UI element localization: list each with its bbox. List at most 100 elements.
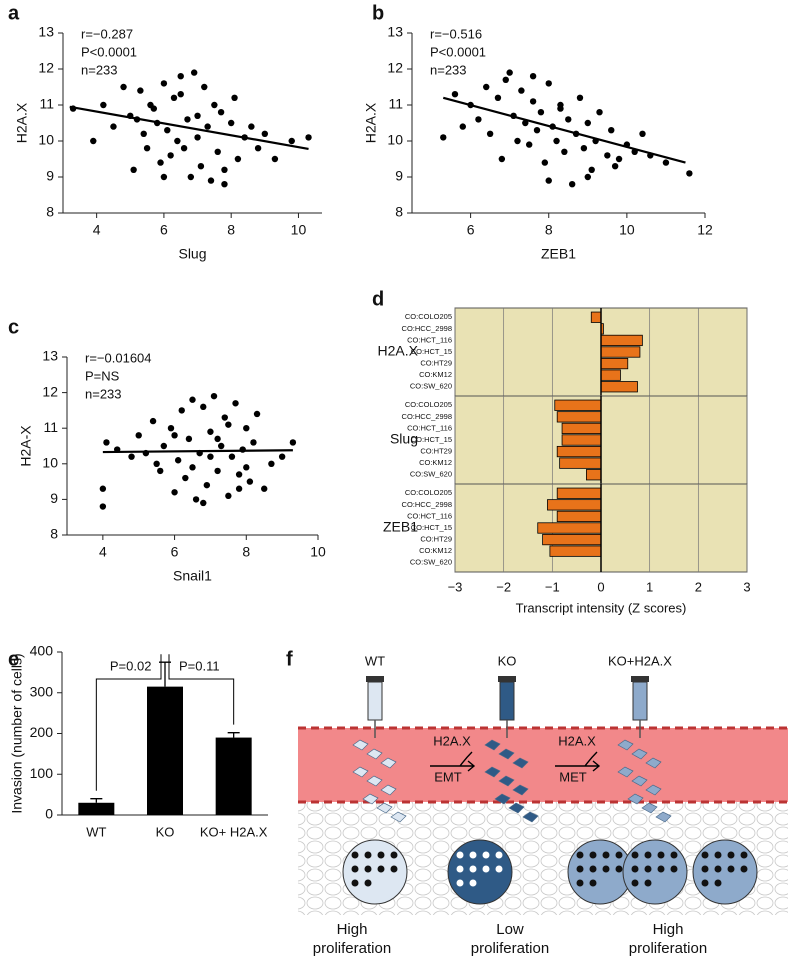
point [194,134,201,141]
point [174,457,182,464]
cell [376,802,393,814]
nucleus [602,851,610,859]
point [261,485,268,492]
nucleus [701,851,709,859]
y-tick-label: 11 [388,96,403,112]
tumor [342,839,408,905]
bar [600,381,638,393]
cell [508,802,525,814]
point [160,173,168,181]
annotation: P=NS [85,368,120,383]
point [135,432,142,439]
x-tick-label: 8 [545,222,553,238]
nucleus [482,865,490,873]
point [545,177,552,184]
point [228,453,236,460]
bar [556,510,602,523]
category-label: CO:COLO205 [405,488,452,497]
cell [366,775,383,787]
point [231,94,238,102]
y-tick-label: 8 [46,204,54,220]
cell [617,766,634,778]
nucleus [631,851,639,859]
nucleus [701,879,709,887]
point [180,145,188,152]
point [185,435,193,443]
x-tick-label: 1 [646,579,653,594]
nucleus [390,865,398,873]
point [177,73,184,80]
point [662,159,670,166]
x-tick-label: 8 [242,544,250,560]
bar [549,545,602,557]
cell [617,739,634,751]
y-tick-label: 12 [387,60,403,76]
point [192,496,200,503]
x-tick-label: 10 [619,222,635,238]
cell [522,811,539,823]
vessel [298,728,788,802]
point [221,414,228,421]
syringe-barrel [499,681,515,721]
y-tick-label: 13 [387,24,403,40]
nucleus [495,851,503,859]
category-label: CO:HT29 [420,447,452,456]
category-label: CO:HCT_116 [407,335,452,344]
point [686,170,693,177]
point [164,127,171,134]
arrow [430,751,476,772]
nucleus [589,879,597,887]
category-label: CO:HCT_15 [411,347,452,356]
point [611,163,619,170]
nucleus [714,879,722,887]
arrow [555,751,601,772]
arrow-label: H2A.X [433,733,471,748]
nucleus [351,879,359,887]
x-tick-label: 10 [310,544,326,560]
nucleus [644,865,652,873]
annotation: r=−0.287 [81,26,133,41]
annotation: r=−0.01604 [85,350,152,365]
nucleus [482,851,490,859]
nucleus [456,879,464,887]
nucleus [631,865,639,873]
point [143,145,151,152]
x-tick-label: 6 [467,222,475,238]
point [190,69,198,76]
category-label: CO:HT29 [420,359,452,368]
cell [631,775,648,787]
bracket [95,654,162,791]
point [200,499,207,507]
nucleus [589,865,597,873]
panel-label: c [8,316,19,338]
point [529,98,537,105]
y-axis-label: H2A-X [18,425,34,467]
nucleus [377,865,385,873]
nucleus [740,865,748,873]
outcome-label: proliferation [629,940,707,957]
x-tick-label: WT [86,824,106,839]
point [204,123,211,130]
point [440,134,447,141]
point [271,155,279,163]
nucleus [589,851,597,859]
cell [498,748,515,760]
cell [380,784,397,796]
x-tick-label: 3 [743,579,750,594]
annotation: P=0.02 [110,658,152,673]
x-tick-label: 6 [160,222,168,238]
point [246,478,254,485]
error-bar [227,732,240,738]
nucleus [657,865,665,873]
bar [600,357,629,370]
bar [600,346,641,358]
cell [498,775,515,787]
cell [631,748,648,760]
nucleus [576,879,584,887]
syringe-plunger [366,676,384,682]
bar [547,499,602,511]
cell [655,811,672,823]
category-label: CO:HCC_2998 [402,324,452,333]
point [475,116,482,123]
cell [641,802,658,814]
